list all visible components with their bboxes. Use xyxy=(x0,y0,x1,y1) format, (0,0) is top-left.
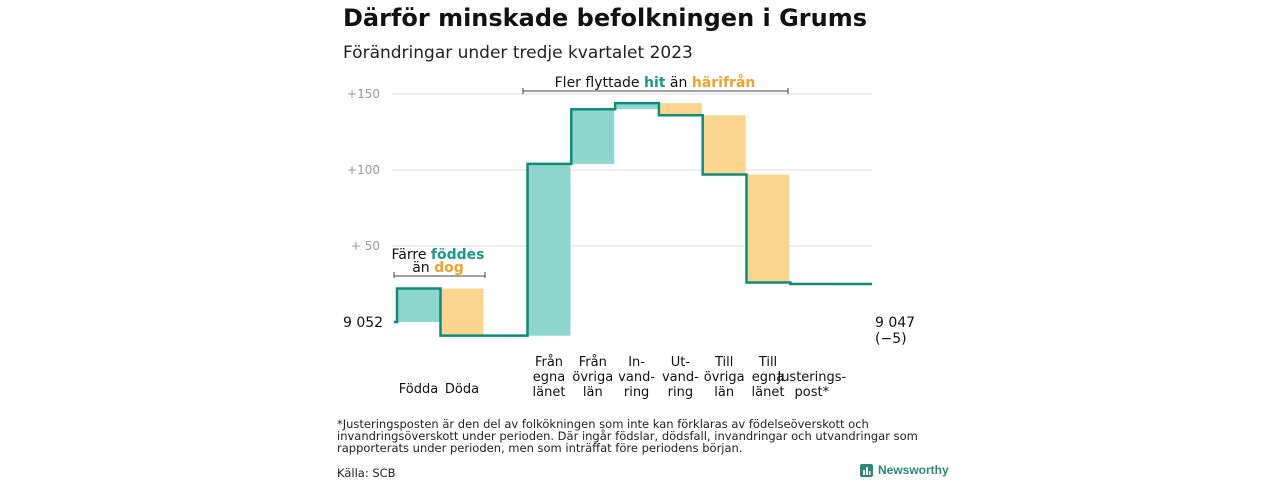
x-tick-label: Till xyxy=(714,355,733,370)
x-tick-label: Från xyxy=(535,355,563,370)
y-tick-label: + 50 xyxy=(351,239,380,253)
footnote: *Justeringsposten är den del av folkökni… xyxy=(337,417,918,455)
bar xyxy=(571,109,615,164)
bar xyxy=(440,288,484,336)
bar xyxy=(702,115,746,175)
x-tick-label: övriga xyxy=(572,370,613,385)
y-tick-label: +100 xyxy=(347,163,380,177)
y-tick-label: +150 xyxy=(347,87,380,101)
x-tick-label: vand- xyxy=(662,370,699,385)
x-tick-label: egna xyxy=(533,370,565,385)
x-tick-label: In- xyxy=(628,355,645,370)
x-tick-label: Justerings- xyxy=(776,370,846,385)
source-label: Källa: SCB xyxy=(337,466,396,480)
x-tick-label: länet xyxy=(752,385,785,400)
bar xyxy=(397,288,440,322)
annotation-text: än xyxy=(665,75,691,91)
x-tick-label: län xyxy=(583,385,603,400)
brand-name: Newsworthy xyxy=(878,463,949,477)
bar xyxy=(746,174,790,283)
x-tick-label: ring xyxy=(624,385,649,400)
bars xyxy=(397,103,834,336)
annotation-highlight: föddes xyxy=(431,247,485,263)
chart-subtitle: Förändringar under tredje kvartalet 2023 xyxy=(343,43,693,63)
x-tick-label: Till xyxy=(758,355,777,370)
x-tick-label: Döda xyxy=(445,382,479,397)
x-tick-label: ring xyxy=(668,385,693,400)
annotation-text: än xyxy=(412,260,434,276)
end-value-label: 9 047 xyxy=(875,315,915,331)
x-tick-label: post* xyxy=(795,385,830,400)
bar xyxy=(615,103,659,110)
annotation-migration: Fler flyttade hit än härifrån xyxy=(555,74,756,91)
annotation-bracket xyxy=(393,272,486,278)
annotation-births-deaths-line1: Färre föddes xyxy=(392,247,485,263)
x-tick-label: vand- xyxy=(618,370,655,385)
annotation-highlight: dog xyxy=(434,260,464,276)
grid-lines xyxy=(392,93,872,247)
x-tick-label: Ut- xyxy=(671,355,691,370)
waterfall-chart: +150+100+ 50 Födda DödaFrånegnalänetFrånö… xyxy=(343,74,915,400)
x-tick-label: Från xyxy=(579,355,607,370)
x-tick-label: län xyxy=(714,385,734,400)
annotation-text: Färre xyxy=(392,247,431,263)
annotation-text: Fler flyttade xyxy=(555,75,644,91)
x-tick-label: länet xyxy=(533,385,566,400)
running-total-line xyxy=(394,101,872,337)
y-tick-labels: +150 +100 + 50 xyxy=(347,87,380,253)
annotation-highlight: hit xyxy=(644,75,666,91)
bar xyxy=(658,103,702,116)
end-change-label: (−5) xyxy=(875,331,907,347)
x-tick-label: Födda xyxy=(399,382,438,397)
chart-title: Därför minskade befolkningen i Grums xyxy=(343,4,868,32)
x-tick-label: egna xyxy=(752,370,784,385)
x-tick-label: övriga xyxy=(704,370,745,385)
bar xyxy=(527,163,571,336)
annotation-births-deaths-line2: än dog xyxy=(412,260,464,276)
annotation-highlight: härifrån xyxy=(692,74,756,91)
brand-logo: Newsworthy xyxy=(860,463,949,477)
bar-chart-icon xyxy=(860,463,873,477)
start-value-label: 9 052 xyxy=(343,315,383,331)
annotation-bracket xyxy=(522,88,789,94)
x-tick-labels: Födda DödaFrånegnalänetFrånövrigalänIn-va… xyxy=(399,355,847,400)
